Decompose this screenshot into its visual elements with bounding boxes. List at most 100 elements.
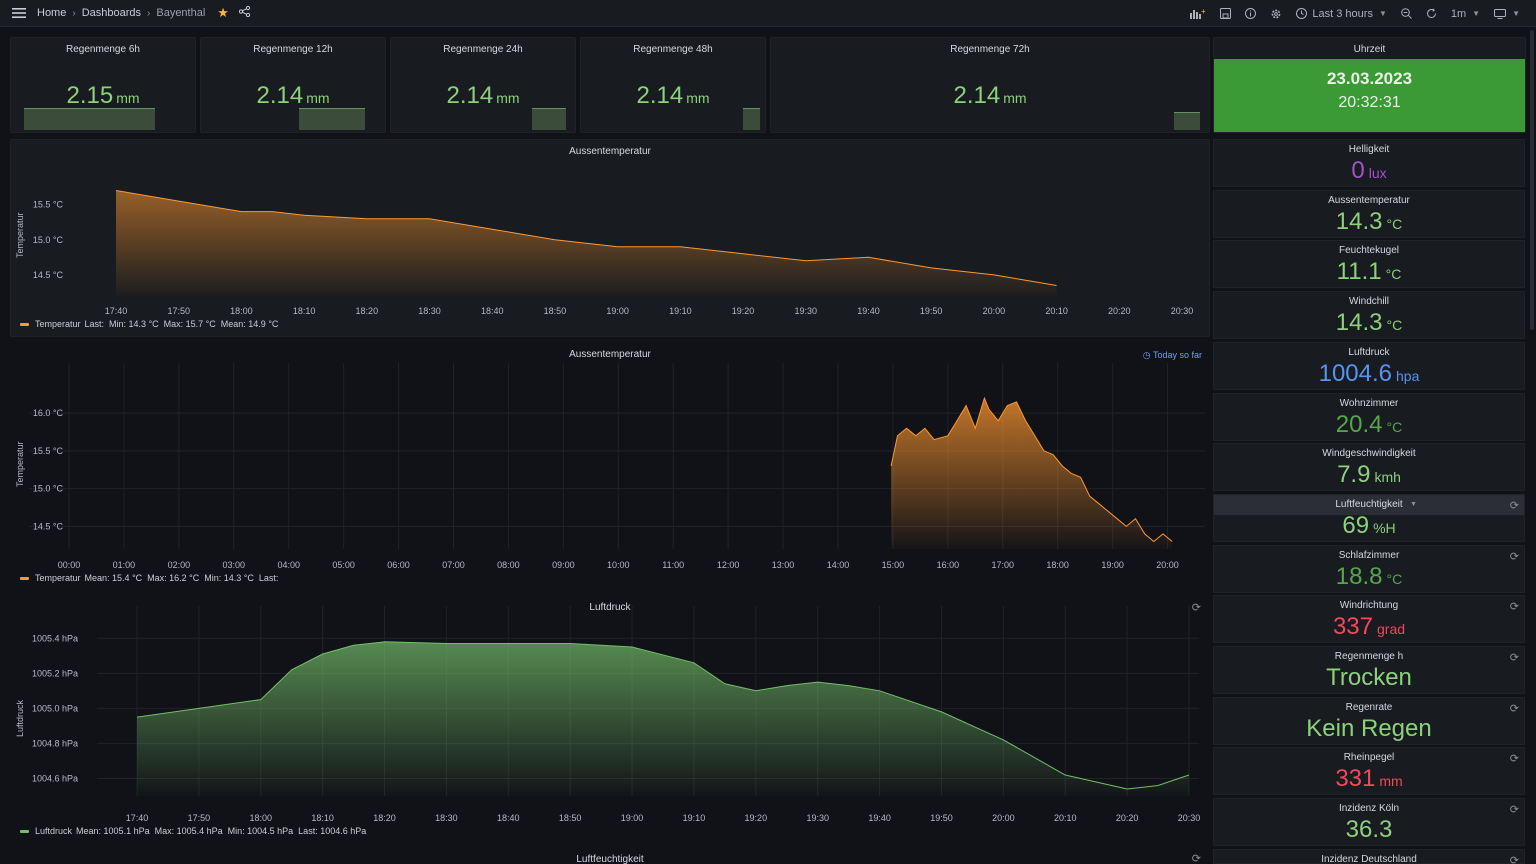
y-tick-label: 1005.4 hPa <box>32 633 78 643</box>
top-nav: Home › Dashboards › Bayenthal ★ + Last 3… <box>0 0 1536 27</box>
clock-icon <box>1296 8 1308 19</box>
chart-legend[interactable]: Luftdruck Mean: 1005.1 hPa Max: 1005.4 h… <box>20 826 366 836</box>
refresh-icon[interactable]: ⟳ <box>1509 804 1519 817</box>
y-tick-label: 1004.8 hPa <box>32 738 78 748</box>
x-tick-label: 18:40 <box>497 813 520 823</box>
refresh-icon[interactable]: ⟳ <box>1509 550 1519 563</box>
x-tick-label: 18:20 <box>373 813 396 823</box>
stat-panel-luftfeuchtigkeit[interactable]: Luftfeuchtigkeit ▼ ⟳ 69 %H <box>1213 493 1525 542</box>
stat-value: 18.8 °C <box>1335 562 1403 590</box>
x-tick-label: 18:30 <box>418 306 441 316</box>
refresh-icon[interactable]: ⟳ <box>1509 601 1519 614</box>
breadcrumb-current: Bayenthal <box>156 7 206 19</box>
stat-panel-wohnzimmer[interactable]: Wohnzimmer 20.4 °C <box>1213 392 1525 441</box>
temperature-3h-panel[interactable]: Aussentemperatur Temperatur 17:40 17:50 18… <box>10 139 1210 337</box>
panel-title: Helligkeit <box>1348 144 1390 155</box>
panel-title: Regenmenge 6h <box>66 44 140 55</box>
breadcrumb-dashboards[interactable]: Dashboards <box>81 7 142 19</box>
star-icon[interactable]: ★ <box>217 5 229 20</box>
x-tick-label: 03:00 <box>223 560 246 570</box>
stat-value: 14.3 °C <box>1335 207 1403 235</box>
stat-panel-regenrate[interactable]: Regenrate ⟳ Kein Regen <box>1213 696 1525 745</box>
stat-panel-luftdruck[interactable]: Luftdruck 1004.6 hpa <box>1213 341 1525 390</box>
chart-legend[interactable]: Temperatur Last: Min: 14.3 °C Max: 15.7 … <box>20 319 278 329</box>
x-tick-label: 10:00 <box>607 560 630 570</box>
x-tick-label: 17:40 <box>126 813 149 823</box>
breadcrumb-home[interactable]: Home <box>37 7 67 19</box>
stat-value: 14.3 °C <box>1335 309 1403 337</box>
rain-panel-12h[interactable]: Regenmenge 12h 2.14 mm <box>200 37 386 133</box>
humidity-panel[interactable]: Luftfeuchtigkeit ⟳ <box>10 848 1210 864</box>
stat-panel-windrichtung[interactable]: Windrichtung ⟳ 337 grad <box>1213 595 1525 644</box>
series-area <box>891 398 1173 549</box>
stat-value: 20.4 °C <box>1335 410 1403 438</box>
x-tick-label: 15:00 <box>882 560 905 570</box>
refresh-button[interactable] <box>1419 0 1444 27</box>
time-shift-badge: ◷ Today so far <box>1142 350 1202 360</box>
save-icon[interactable] <box>1213 0 1238 27</box>
stat-panel-inzidenz-deutschland[interactable]: Inzidenz Deutschland ⟳ <box>1213 848 1525 864</box>
refresh-icon[interactable]: ⟳ <box>1191 602 1201 614</box>
chevron-down-icon: ▼ <box>1472 9 1481 18</box>
stat-panel-windchill[interactable]: Windchill 14.3 °C <box>1213 291 1525 340</box>
series-area <box>116 190 1057 296</box>
stat-panel-windgeschwindigkeit[interactable]: Windgeschwindigkeit 7.9 kmh <box>1213 443 1525 492</box>
x-tick-label: 19:20 <box>732 306 755 316</box>
tv-mode-icon[interactable]: ▼ <box>1487 0 1536 27</box>
menu-icon[interactable] <box>0 0 37 27</box>
stat-panel-helligkeit[interactable]: Helligkeit 0 lux <box>1213 139 1525 187</box>
stat-panel-regenmenge-h[interactable]: Regenmenge h ⟳ Trocken <box>1213 646 1525 694</box>
rain-panel-6h[interactable]: Regenmenge 6h 2.15 mm <box>10 37 196 133</box>
info-icon[interactable] <box>1238 0 1263 27</box>
temperature-3h-chart[interactable]: 17:40 17:50 18:00 18:10 18:20 18:30 18:40 18:50… <box>11 140 1211 318</box>
refresh-icon[interactable]: ⟳ <box>1509 702 1519 715</box>
gear-icon[interactable] <box>1263 0 1289 27</box>
refresh-interval-picker[interactable]: 1m ▼ <box>1444 0 1487 27</box>
temperature-today-panel[interactable]: Aussentemperatur ◷ Today so far Temperat… <box>10 342 1210 590</box>
pressure-chart[interactable]: 17:40 17:50 18:00 18:10 18:20 18:30 18:40 18:50… <box>11 596 1211 826</box>
x-tick-label: 05:00 <box>332 560 355 570</box>
panel-title: Inzidenz Köln <box>1338 803 1400 815</box>
stat-panel-inzidenz-koeln[interactable]: Inzidenz Köln ⟳ 36.3 <box>1213 798 1525 847</box>
y-tick-label: 15.0 °C <box>33 484 64 494</box>
x-tick-label: 18:00 <box>230 306 253 316</box>
x-tick-label: 08:00 <box>497 560 520 570</box>
x-tick-label: 19:00 <box>606 306 629 316</box>
x-tick-label: 20:30 <box>1171 306 1194 316</box>
x-tick-label: 20:00 <box>1156 560 1179 570</box>
refresh-icon[interactable]: ⟳ <box>1509 652 1519 664</box>
stat-value: 331 mm <box>1335 765 1403 793</box>
rain-panel-72h[interactable]: Regenmenge 72h 2.14 mm <box>770 37 1210 133</box>
share-icon[interactable] <box>238 5 251 20</box>
refresh-icon[interactable]: ⟳ <box>1509 499 1519 512</box>
y-tick-label: 14.5 °C <box>33 521 64 531</box>
rain-panel-48h[interactable]: Regenmenge 48h 2.14 mm <box>580 37 766 133</box>
panel-title: Feuchtekugel <box>1338 245 1400 257</box>
zoom-out-icon[interactable] <box>1394 0 1419 27</box>
time-range-picker[interactable]: Last 3 hours ▼ <box>1289 0 1393 27</box>
add-panel-icon[interactable]: + <box>1183 0 1213 27</box>
x-tick-label: 20:20 <box>1108 306 1131 316</box>
x-tick-label: 19:00 <box>621 813 644 823</box>
stat-panel-aussentemperatur[interactable]: Aussentemperatur 14.3 °C <box>1213 189 1525 238</box>
y-tick-label: 15.0 °C <box>33 235 64 245</box>
x-tick-label: 13:00 <box>772 560 795 570</box>
stat-panel-feuchtekugel[interactable]: Feuchtekugel 11.1 °C <box>1213 240 1525 289</box>
x-tick-label: 07:00 <box>442 560 465 570</box>
rain-panel-24h[interactable]: Regenmenge 24h 2.14 mm <box>390 37 576 133</box>
scrollbar[interactable] <box>1530 30 1534 330</box>
x-tick-label: 19:10 <box>669 306 692 316</box>
panel-title: Regenmenge 72h <box>950 44 1030 55</box>
stat-panel-schlafzimmer[interactable]: Schlafzimmer ⟳ 18.8 °C <box>1213 544 1525 593</box>
refresh-icon[interactable]: ⟳ <box>1509 854 1519 864</box>
refresh-icon[interactable]: ⟳ <box>1509 753 1519 766</box>
chart-legend[interactable]: Temperatur Mean: 15.4 °C Max: 16.2 °C Mi… <box>20 573 278 583</box>
stat-value: 7.9 kmh <box>1337 461 1401 489</box>
pressure-panel[interactable]: Luftdruck ⟳ Luftdruck 17:40 17:50 18:00 18:… <box>10 595 1210 843</box>
refresh-icon[interactable]: ⟳ <box>1191 853 1201 864</box>
temperature-today-chart[interactable]: 00:00 01:00 02:00 03:00 04:00 05:00 06:00 07:00… <box>11 343 1211 571</box>
stat-value: 2.15 mm <box>66 82 140 109</box>
legend-series-name: Luftdruck <box>35 826 73 836</box>
stat-panel-rheinpegel[interactable]: Rheinpegel ⟳ 331 mm <box>1213 747 1525 796</box>
chevron-down-icon[interactable]: ▼ <box>1410 500 1417 508</box>
